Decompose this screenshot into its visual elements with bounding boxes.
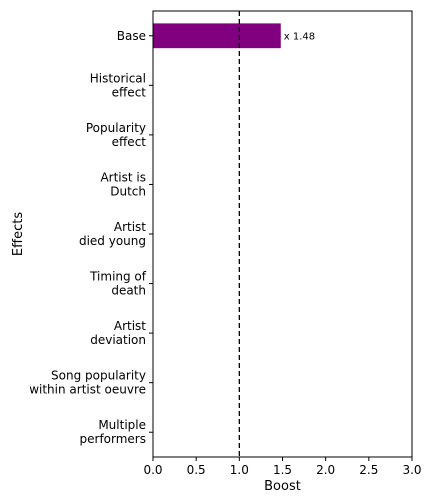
- y-tick-label: Song popularity within artist oeuvre: [29, 369, 146, 397]
- x-tick-label: 3.0: [402, 463, 421, 477]
- bar: [153, 23, 281, 49]
- y-tick-label: Historical effect: [90, 71, 147, 99]
- y-tick-label: Multiple performers: [80, 418, 146, 446]
- bars: [153, 23, 281, 49]
- x-tick-label: 2.0: [316, 463, 335, 477]
- y-axis-title: Effects: [11, 212, 26, 256]
- category-labels: Base Historical effect Popularity effect Arti…: [29, 29, 147, 446]
- y-tick-label: Base: [117, 29, 146, 43]
- x-tick-label: 1.0: [230, 463, 249, 477]
- data-labels: x 1.48: [284, 31, 315, 42]
- x-axis-ticks: 0.0 0.5 1.0 1.5 2.0 2.5 3.0: [143, 457, 422, 477]
- y-axis-ticks: [149, 35, 153, 433]
- y-tick-label: Popularity effect: [86, 121, 146, 149]
- x-tick-label: 0.5: [187, 463, 206, 477]
- bar-value-label: x 1.48: [284, 31, 315, 42]
- x-axis-title: Boost: [264, 479, 301, 494]
- y-tick-label: Artist is Dutch: [100, 170, 146, 198]
- plot-frame: [152, 10, 413, 458]
- x-tick-label: 2.5: [359, 463, 378, 477]
- y-tick-label: Timing of death: [89, 270, 147, 298]
- x-tick-label: 1.5: [273, 463, 292, 477]
- x-tick-label: 0.0: [143, 463, 162, 477]
- y-tick-label: Artist died young: [79, 220, 146, 248]
- y-tick-label: Artist deviation: [90, 319, 146, 347]
